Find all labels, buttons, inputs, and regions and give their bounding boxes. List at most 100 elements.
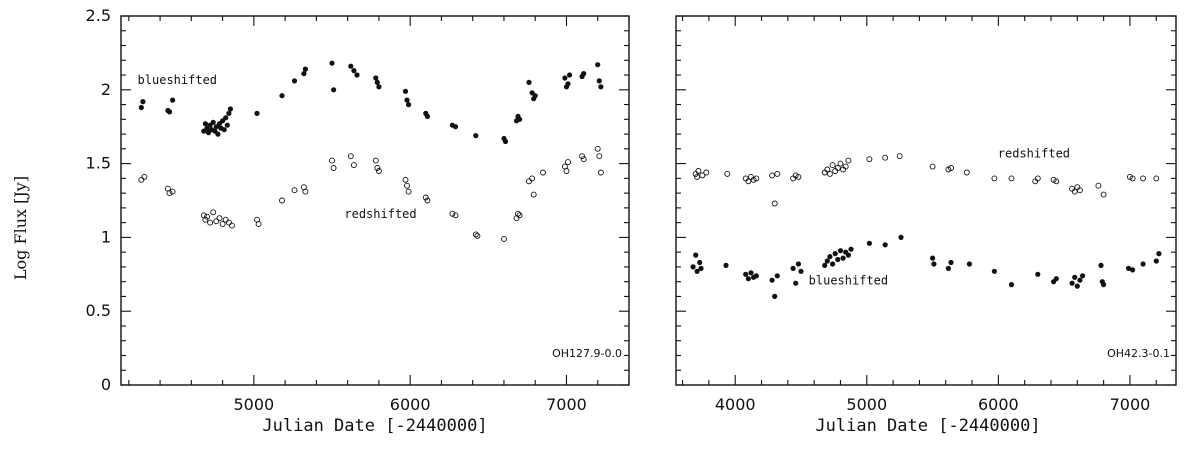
blueshifted-point <box>835 256 841 263</box>
ticks-left <box>121 15 630 386</box>
redshifted-point <box>991 175 998 182</box>
blueshifted-point <box>279 93 285 99</box>
redshifted-point <box>1153 175 1160 182</box>
redshifted-point <box>703 169 710 176</box>
redshifted-point <box>169 188 176 195</box>
blueshifted-point <box>1098 262 1104 268</box>
blueshifted-point <box>798 268 804 274</box>
blueshifted-point <box>991 268 998 274</box>
blueshifted-point <box>226 110 232 116</box>
blueshifted-point <box>301 71 307 77</box>
blueshifted-point <box>1140 261 1146 267</box>
blueshifted-point <box>517 116 523 122</box>
blueshifted-point <box>331 87 337 93</box>
blueshifted-point <box>743 271 749 277</box>
redshifted-point <box>210 209 217 216</box>
blueshifted-point <box>698 265 704 271</box>
blueshifted-point <box>845 252 852 258</box>
blueshifted-point <box>830 261 836 267</box>
plot-frame-left <box>120 15 630 386</box>
blueshifted-point <box>224 122 230 128</box>
redshifted-point <box>1053 178 1060 185</box>
blueshifted-point <box>745 276 752 282</box>
redshifted-point <box>834 165 841 171</box>
redshifted-point <box>1076 187 1083 194</box>
y-tick-label: 0 <box>101 375 111 394</box>
blueshifted-point <box>832 251 838 257</box>
redshifted-point <box>141 173 148 180</box>
blueshifted-point <box>1080 273 1086 279</box>
x-tick-label: 6000 <box>390 395 431 414</box>
redshifted-point <box>501 235 507 242</box>
blueshifted-point <box>1101 282 1107 288</box>
redshifted-point <box>216 215 223 222</box>
redshifted-point <box>530 191 537 198</box>
blueshifted-point <box>227 106 233 112</box>
blueshifted-point <box>406 102 412 108</box>
tick-labels-right: 4000 5000 6000 7000 <box>715 395 1150 414</box>
y-tick-label: 1.5 <box>86 154 111 173</box>
blueshifted-point <box>769 277 775 283</box>
blueshifted-point <box>329 60 335 66</box>
x-tick-label: 5000 <box>846 395 887 414</box>
x-tick-label: 5000 <box>234 395 275 414</box>
blueshifted-point <box>210 119 216 125</box>
redshifted-point <box>1008 175 1015 182</box>
blueshifted-point <box>1153 258 1159 264</box>
blueshifted-point <box>221 127 227 133</box>
redshifted-point <box>452 212 459 219</box>
blueshifted-point <box>202 121 208 127</box>
redshifted-point <box>774 170 781 177</box>
blueshifted-point <box>351 68 357 74</box>
blueshifted-point <box>374 79 380 85</box>
blueshifted-point <box>1077 277 1083 283</box>
blueshifted-point <box>690 264 696 270</box>
blueshifted-point <box>774 273 780 279</box>
redshifted-point <box>207 219 214 226</box>
redshifted-point <box>424 197 431 204</box>
x-tick-label: 4000 <box>715 395 756 414</box>
redshifted-point <box>866 156 873 163</box>
redshifted-point <box>472 231 479 238</box>
redshifted-point <box>255 221 262 228</box>
panel-id-left: OH127.9-0.0 <box>552 347 622 360</box>
annotation-redshifted-left: redshifted <box>344 207 416 221</box>
redshifted-point <box>596 153 603 160</box>
redshifted-point <box>330 165 337 171</box>
plot-frame-right <box>675 15 1177 386</box>
redshifted-point <box>422 194 429 201</box>
redshifted-point <box>580 156 587 163</box>
x-tick-label: 7000 <box>1110 395 1151 414</box>
blueshifted-point <box>697 259 703 266</box>
blueshifted-point <box>931 261 937 267</box>
data-points-right <box>690 153 1162 299</box>
redshifted-point <box>842 163 849 170</box>
redshifted-point <box>753 175 760 182</box>
redshifted-point <box>515 210 521 217</box>
redshifted-point <box>745 178 752 185</box>
blueshifted-point <box>753 273 759 279</box>
redshifted-point <box>882 154 889 161</box>
redshifted-point <box>404 182 410 189</box>
blueshifted-point <box>898 234 904 240</box>
blueshifted-point <box>693 252 699 258</box>
redshifted-point <box>279 197 285 204</box>
redshifted-point <box>1100 191 1107 198</box>
redshifted-point <box>724 170 731 177</box>
blueshifted-point <box>215 131 221 137</box>
annotation-blueshifted-right: blueshifted <box>809 274 888 288</box>
blueshifted-point <box>1126 265 1132 271</box>
redshifted-point <box>529 175 536 182</box>
blueshifted-point <box>140 99 146 105</box>
blueshifted-point <box>567 72 573 78</box>
panel-oh127: 5000 6000 7000 0 0.5 1 1.5 2 2.5 Julian Date [-2… <box>86 6 630 436</box>
redshifted-point <box>824 166 831 173</box>
annotation-blueshifted-left: blueshifted <box>138 73 217 87</box>
redshifted-point <box>829 162 836 169</box>
blueshifted-point <box>827 254 833 260</box>
x-tick-label: 6000 <box>978 395 1019 414</box>
blueshifted-point <box>402 88 409 94</box>
blueshifted-point <box>793 280 799 286</box>
redshifted-point <box>302 188 309 195</box>
redshifted-point <box>594 145 601 152</box>
